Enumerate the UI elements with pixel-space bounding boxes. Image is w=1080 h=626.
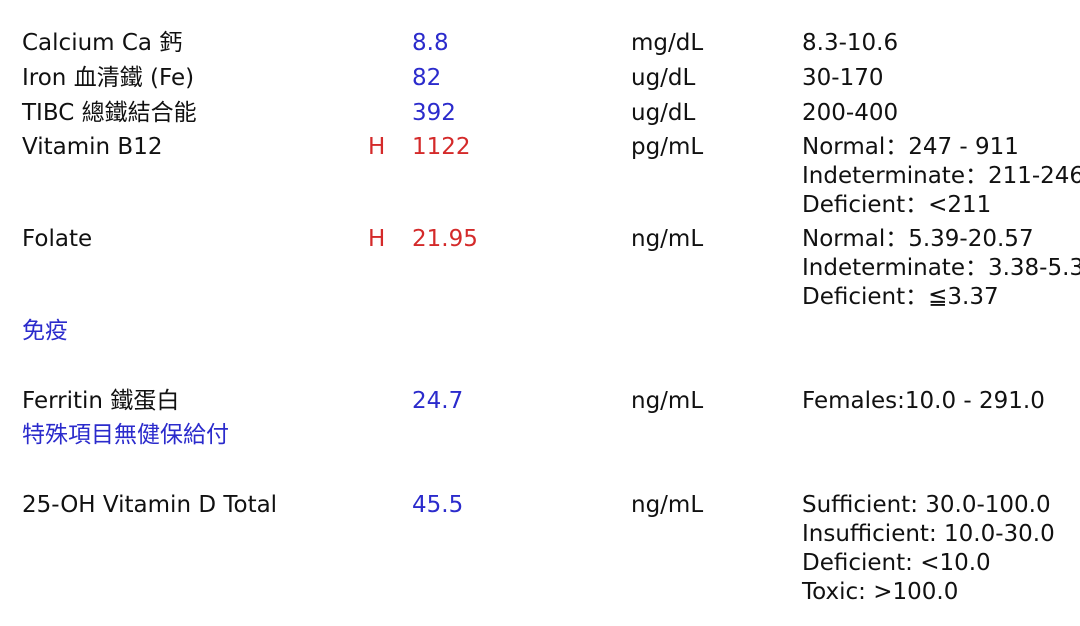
test-name-vitamin-d: 25-OH Vitamin D Total: [22, 492, 278, 518]
unit-vitamin-b12: pg/mL: [631, 134, 704, 160]
section-label-immunology: 免疫: [22, 318, 68, 344]
reference-line: Toxic: >100.0: [802, 579, 959, 605]
unit-vitamin-d: ng/mL: [631, 492, 704, 518]
reference-range-vitamin-b12: Normal：247 - 911 Indeterminate：211-246 D…: [802, 133, 1080, 220]
reference-line: 30-170: [802, 65, 884, 91]
reference-range-iron: 30-170: [802, 64, 883, 93]
reference-range-folate: Normal：5.39-20.57 Indeterminate：3.38-5.3…: [802, 225, 1080, 312]
reference-line: Normal：5.39-20.57: [802, 226, 1034, 252]
reference-range-tibc: 200-400: [802, 99, 898, 128]
result-value-folate: 21.95: [412, 226, 478, 252]
reference-line: Females:10.0 - 291.0: [802, 388, 1045, 414]
result-value-vitamin-b12: 1122: [412, 134, 471, 160]
result-value-tibc: 392: [412, 100, 456, 126]
reference-line: Sufficient: 30.0-100.0: [802, 492, 1051, 518]
reference-line: 200-400: [802, 100, 899, 126]
result-value-iron: 82: [412, 65, 442, 91]
test-name-tibc: TIBC 總鐵結合能: [22, 100, 197, 126]
unit-calcium: mg/dL: [631, 30, 704, 56]
reference-line: Indeterminate：211-246: [802, 163, 1080, 189]
reference-line: Normal：247 - 911: [802, 134, 1019, 160]
section-label-special-items: 特殊項目無健保給付: [22, 422, 229, 448]
reference-line: Insufficient: 10.0-30.0: [802, 521, 1055, 547]
high-flag-folate: H: [368, 226, 386, 252]
result-value-calcium: 8.8: [412, 30, 449, 56]
unit-tibc: ug/dL: [631, 100, 696, 126]
reference-range-vitamin-d: Sufficient: 30.0-100.0 Insufficient: 10.…: [802, 491, 1055, 607]
test-name-calcium: Calcium Ca 鈣: [22, 30, 183, 56]
reference-line: Deficient: <10.0: [802, 550, 991, 576]
test-name-iron: Iron 血清鐵 (Fe): [22, 65, 195, 91]
reference-range-ferritin: Females:10.0 - 291.0: [802, 387, 1045, 416]
test-name-folate: Folate: [22, 226, 93, 252]
high-flag-vitamin-b12: H: [368, 134, 386, 160]
reference-line: 8.3-10.6: [802, 30, 899, 56]
reference-range-calcium: 8.3-10.6: [802, 29, 898, 58]
reference-line: Deficient：≦3.37: [802, 284, 999, 310]
unit-iron: ug/dL: [631, 65, 696, 91]
unit-folate: ng/mL: [631, 226, 704, 252]
reference-line: Indeterminate：3.38-5.38: [802, 255, 1080, 281]
test-name-ferritin: Ferritin 鐵蛋白: [22, 388, 180, 414]
result-value-vitamin-d: 45.5: [412, 492, 464, 518]
result-value-ferritin: 24.7: [412, 388, 464, 414]
reference-line: Deficient：<211: [802, 192, 992, 218]
test-name-vitamin-b12: Vitamin B12: [22, 134, 163, 160]
unit-ferritin: ng/mL: [631, 388, 704, 414]
